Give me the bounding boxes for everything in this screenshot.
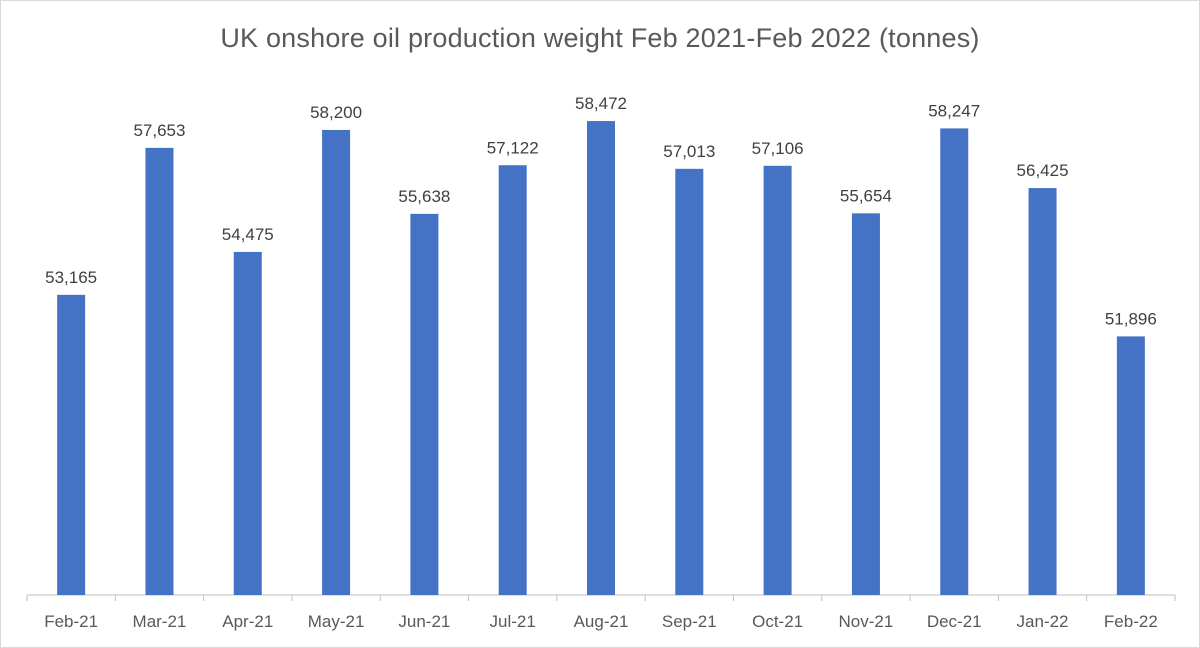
bar-mar-21 (145, 147, 174, 595)
data-label: 58,247 (928, 101, 980, 120)
bar-oct-21 (763, 165, 792, 595)
data-label: 58,472 (575, 94, 627, 113)
bar-sep-21 (675, 168, 704, 595)
x-tick-label: Aug-21 (574, 612, 629, 631)
x-tick-label: Oct-21 (752, 612, 803, 631)
x-tick-label: Sep-21 (662, 612, 717, 631)
data-label: 58,200 (310, 103, 362, 122)
data-label: 51,896 (1105, 309, 1157, 328)
data-label: 56,425 (1017, 161, 1069, 180)
data-label: 55,654 (840, 186, 892, 205)
bar-feb-21 (57, 294, 86, 595)
data-label: 54,475 (222, 225, 274, 244)
x-tick-label: May-21 (308, 612, 365, 631)
bar-dec-21 (940, 128, 969, 595)
data-label: 57,653 (133, 121, 185, 140)
x-tick-label: Nov-21 (839, 612, 894, 631)
bar-nov-21 (851, 213, 880, 596)
bar-feb-22 (1116, 336, 1145, 595)
data-label: 57,013 (663, 142, 715, 161)
bar-jun-21 (410, 213, 439, 595)
data-label: 57,122 (487, 138, 539, 157)
bar-jan-22 (1028, 188, 1057, 596)
x-tick-label: Apr-21 (222, 612, 273, 631)
x-tick-label: Dec-21 (927, 612, 982, 631)
x-tick-label: Feb-22 (1104, 612, 1158, 631)
bar-apr-21 (233, 251, 262, 595)
data-label: 53,165 (45, 268, 97, 287)
chart-title: UK onshore oil production weight Feb 202… (220, 23, 980, 53)
x-tick-label: Jun-21 (398, 612, 450, 631)
bar-may-21 (322, 129, 351, 595)
x-tick-label: Feb-21 (44, 612, 98, 631)
x-tick-label: Jan-22 (1017, 612, 1069, 631)
data-label: 57,106 (752, 139, 804, 158)
x-tick-label: Mar-21 (133, 612, 187, 631)
x-tick-label: Jul-21 (490, 612, 536, 631)
bar-jul-21 (498, 165, 527, 595)
bar-aug-21 (587, 121, 615, 596)
data-label: 55,638 (398, 187, 450, 206)
